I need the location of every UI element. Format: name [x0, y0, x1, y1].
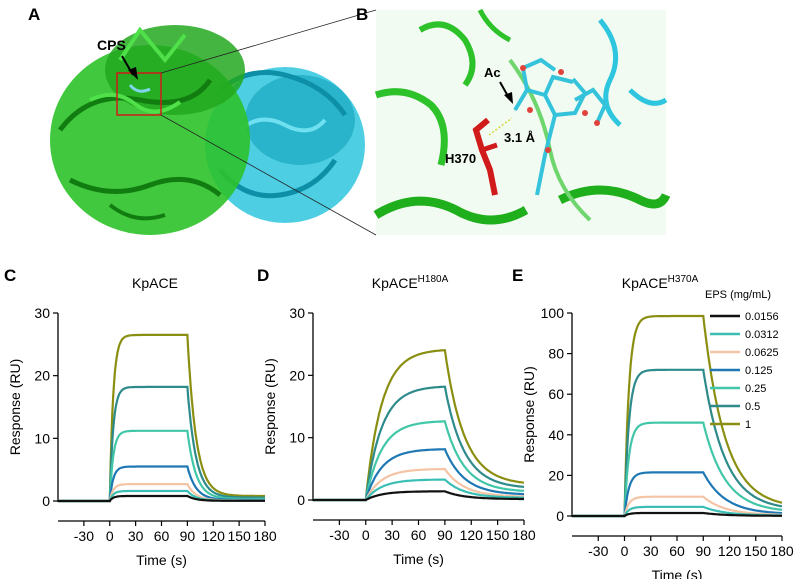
active-site-box: [116, 72, 162, 116]
y-tick-label: 20: [289, 367, 305, 383]
panel-d-label: D: [257, 266, 269, 285]
series-line-0.5: [313, 385, 525, 502]
x-tick-label: 30: [384, 527, 400, 543]
chart-c-title-text: KpACE: [132, 275, 178, 291]
y-tick-label: 40: [548, 427, 564, 443]
legend-label-0.0312: 0.0312: [745, 329, 779, 341]
x-axis-label: Time (s): [652, 567, 703, 579]
series-line-0.0156: [313, 490, 524, 502]
x-tick-label: 90: [180, 528, 196, 544]
h370-label: H370: [445, 151, 476, 166]
panel-c-label: C: [4, 266, 16, 285]
chart-d-title: KpACEH180A: [372, 274, 449, 291]
series-line-0.0156: [58, 494, 265, 503]
chart-e: 0 20 40 60 80 100 -30 0 30 60 90 120 150 180 Time (s) R…: [521, 305, 794, 579]
chart-e-title-text: KpACE: [622, 275, 668, 291]
cps-arrowhead: [128, 67, 138, 80]
chart-d: 0 10 20 30 -30 0 30 60 90 120 150 180 Time (s) Respon…: [262, 305, 536, 567]
x-tick-label: 0: [106, 528, 114, 544]
x-tick-label: -30: [329, 527, 349, 543]
y-tick-label: 20: [34, 368, 50, 384]
x-tick-label: 0: [362, 527, 370, 543]
y-tick-label: 10: [34, 430, 50, 446]
series-line-1: [572, 314, 783, 518]
y-tick-label: 0: [297, 492, 305, 508]
y-axis-label: Response (RU): [262, 358, 278, 454]
cyan-domain-illustration: [205, 67, 365, 223]
zoom-line-bottom: [160, 114, 377, 236]
y-tick-label: 100: [541, 305, 565, 321]
y-tick-label: 20: [548, 467, 564, 483]
x-axis-label: Time (s): [136, 552, 187, 568]
green-domain-illustration: [50, 25, 250, 235]
y-tick-label: 30: [289, 305, 305, 321]
distance-label: 3.1 Å: [504, 130, 536, 145]
x-tick-label: 180: [512, 527, 536, 543]
series-line-0.25: [313, 420, 525, 502]
x-tick-label: 150: [227, 528, 251, 544]
legend-label-0.125: 0.125: [745, 365, 773, 377]
legend-label-0.5: 0.5: [745, 401, 760, 413]
ac-label: Ac: [484, 65, 501, 80]
legend-label-0.0156: 0.0156: [745, 311, 779, 323]
y-tick-label: 0: [556, 508, 564, 524]
series-line-1: [313, 349, 525, 502]
chart-d-title-text: KpACE: [372, 275, 418, 291]
series-line-0.0312: [313, 478, 524, 502]
legend-entries: 0.0156 0.0312 0.0625 0.125 0.25 0.5 1: [710, 311, 779, 431]
series-line-0.25: [572, 421, 783, 518]
panel-b: B: [356, 5, 671, 235]
panel-d: D KpACEH180A 0 10 20 30 -30 0 30 60 90 120 150 180 T…: [257, 266, 536, 567]
x-tick-label: 90: [437, 527, 453, 543]
chart-c-title: KpACE: [132, 275, 178, 291]
x-tick-label: 120: [202, 528, 226, 544]
series-line-0.0156: [572, 511, 782, 518]
x-tick-label: 120: [718, 543, 742, 559]
y-tick-label: 10: [289, 430, 305, 446]
legend-title: EPS (mg/mL): [705, 289, 771, 301]
legend: EPS (mg/mL) 0.01560.03120.06250.1250.250…: [705, 289, 779, 431]
chart-c: 0 10 20 30 -30 0 30 60 90 120 150 180 Time (s) Respon…: [7, 305, 277, 568]
x-tick-label: 0: [621, 543, 629, 559]
x-tick-label: 60: [411, 527, 427, 543]
chart-d-title-sup: H180A: [418, 274, 449, 285]
legend-label-0.25: 0.25: [745, 383, 766, 395]
x-tick-label: 180: [253, 528, 277, 544]
panel-b-label: B: [356, 5, 368, 24]
x-tick-label: 30: [128, 528, 144, 544]
x-tick-label: 60: [669, 543, 685, 559]
x-axis-label: Time (s): [393, 551, 444, 567]
panel-a: A CPS: [28, 5, 377, 236]
x-tick-label: 150: [744, 543, 768, 559]
x-tick-label: 120: [460, 527, 484, 543]
panel-a-label: A: [28, 5, 40, 24]
y-tick-label: 80: [548, 346, 564, 362]
x-tick-label: 180: [770, 543, 794, 559]
y-tick-label: 60: [548, 386, 564, 402]
y-tick-label: 30: [34, 305, 50, 321]
x-tick-label: 30: [643, 543, 659, 559]
x-tick-label: -30: [588, 543, 608, 559]
chart-e-title: KpACEH370A: [622, 274, 699, 291]
x-tick-label: 60: [154, 528, 170, 544]
y-axis-label: Response (RU): [521, 366, 537, 462]
ac-arrowhead: [504, 92, 513, 104]
zoom-view-illustration: [373, 8, 671, 225]
legend-label-0.0625: 0.0625: [745, 347, 779, 359]
x-tick-label: -30: [74, 528, 94, 544]
x-tick-label: 150: [486, 527, 510, 543]
zoom-line-top: [160, 9, 377, 74]
legend-label-1: 1: [745, 419, 751, 431]
panel-e: E KpACEH370A 0 20 40 60 80 100 -30 0 30 60 90 120 15…: [512, 266, 794, 579]
panel-e-label: E: [512, 266, 523, 285]
y-axis-label: Response (RU): [7, 359, 23, 455]
panel-c: C KpACE 0 10 20 30 -30 0 30 60 90 120 150 180 Time (…: [4, 266, 277, 568]
y-tick-label: 0: [42, 493, 50, 509]
chart-e-title-sup: H370A: [668, 274, 699, 285]
x-tick-label: 90: [695, 543, 711, 559]
series-line-1: [58, 333, 265, 503]
cps-label: CPS: [97, 37, 126, 53]
